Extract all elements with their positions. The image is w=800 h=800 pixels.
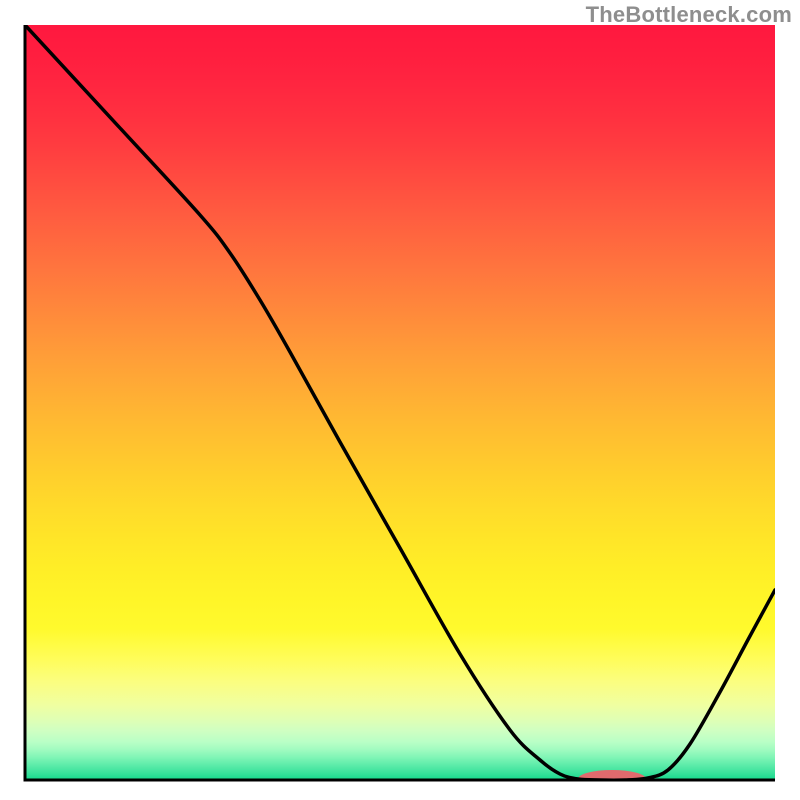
chart-container: TheBottleneck.com bbox=[0, 0, 800, 800]
bottleneck-chart bbox=[0, 0, 800, 800]
plot-background bbox=[25, 25, 775, 780]
watermark-text: TheBottleneck.com bbox=[586, 2, 792, 28]
